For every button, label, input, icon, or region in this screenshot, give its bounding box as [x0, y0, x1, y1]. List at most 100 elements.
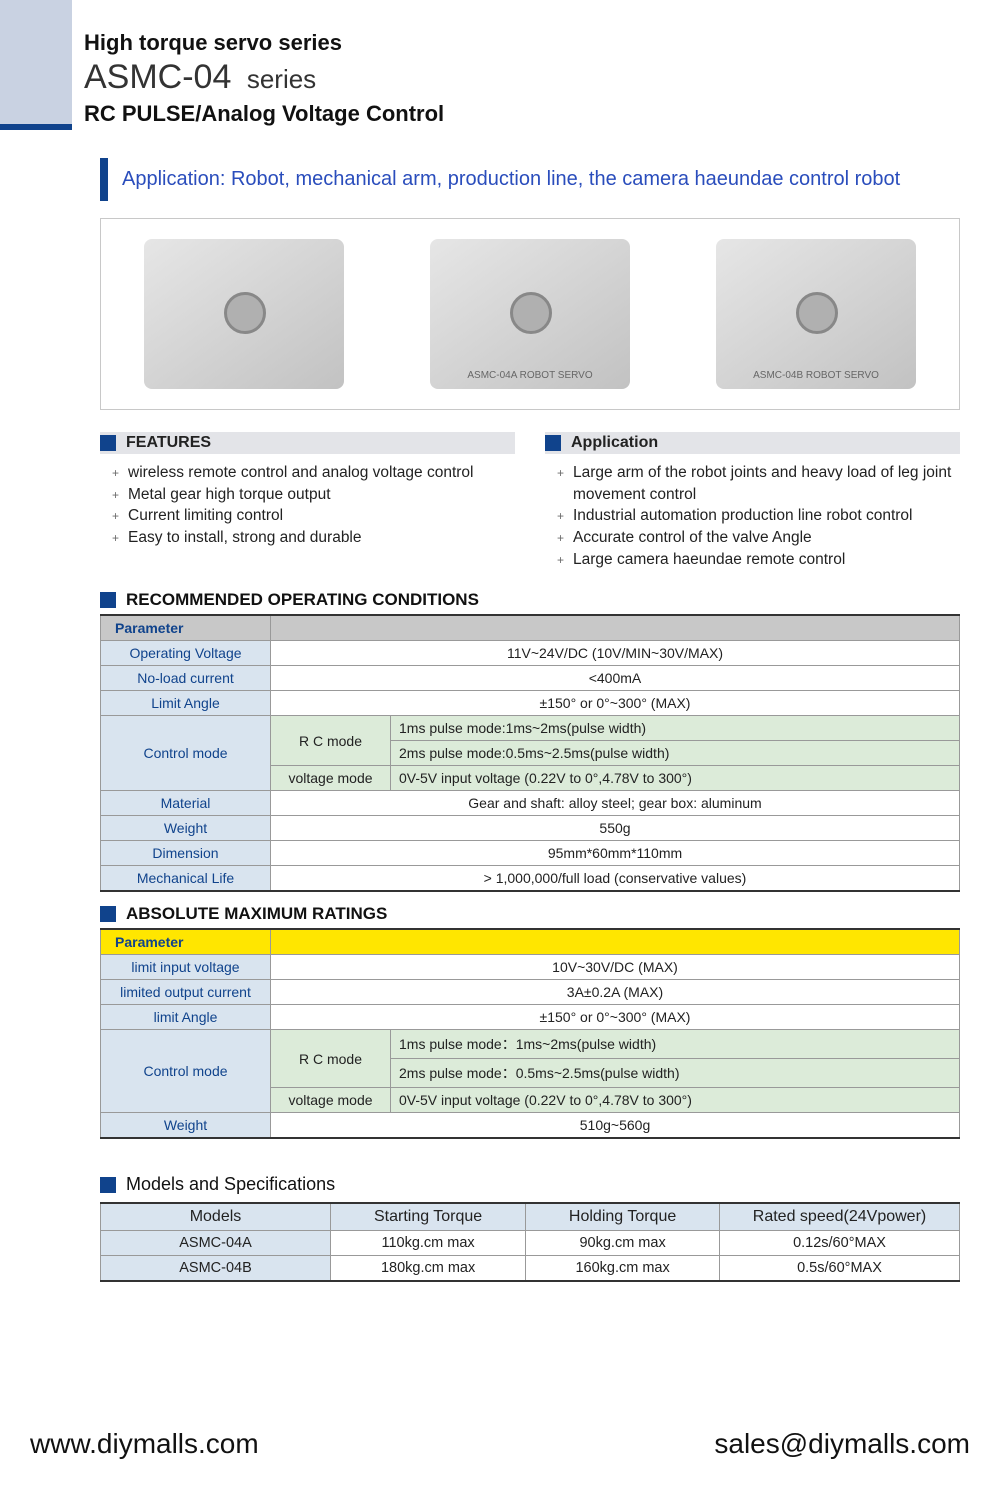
param-label: Operating Voltage — [101, 641, 271, 666]
param-value: ±150° or 0°~300° (MAX) — [271, 691, 960, 716]
roc-title: RECOMMENDED OPERATING CONDITIONS — [126, 590, 479, 610]
applications-column: Application Large arm of the robot joint… — [545, 432, 960, 570]
table-row: limit Angle ±150° or 0°~300° (MAX) — [101, 1005, 960, 1030]
param-value: 10V~30V/DC (MAX) — [271, 955, 960, 980]
table-row: Limit Angle ±150° or 0°~300° (MAX) — [101, 691, 960, 716]
square-bullet-icon — [100, 906, 116, 922]
models-table: Models Starting Torque Holding Torque Ra… — [100, 1202, 960, 1282]
voltage-mode-label: voltage mode — [271, 766, 391, 791]
param-value: 95mm*60mm*110mm — [271, 841, 960, 866]
param-value: 3A±0.2A (MAX) — [271, 980, 960, 1005]
application-item: Industrial automation production line ro… — [561, 505, 960, 527]
param-value: 11V~24V/DC (10V/MIN~30V/MAX) — [271, 641, 960, 666]
col-header: Rated speed(24Vpower) — [720, 1203, 960, 1231]
header-left-accent — [0, 0, 72, 130]
product-code: ASMC-04 — [84, 58, 231, 96]
models-title: Models and Specifications — [126, 1174, 335, 1195]
holding-torque: 160kg.cm max — [526, 1256, 720, 1282]
product-image-3: ASMC-04B ROBOT SERVO — [716, 239, 916, 389]
param-label: Weight — [101, 1113, 271, 1139]
starting-torque: 110kg.cm max — [331, 1231, 526, 1256]
value-header — [271, 615, 960, 641]
model-name: ASMC-04A — [101, 1231, 331, 1256]
voltage-mode-label: voltage mode — [271, 1088, 391, 1113]
product-gallery: ASMC-04A ROBOT SERVO ASMC-04B ROBOT SERV… — [100, 218, 960, 410]
voltage-mode-value: 0V-5V input voltage (0.22V to 0°,4.78V t… — [391, 766, 960, 791]
param-value: Gear and shaft: alloy steel; gear box: a… — [271, 791, 960, 816]
feature-application-columns: FEATURES wireless remote control and ana… — [100, 432, 960, 570]
table-row: ASMC-04A 110kg.cm max 90kg.cm max 0.12s/… — [101, 1231, 960, 1256]
page-footer: www.diymalls.com sales@diymalls.com — [30, 1428, 970, 1460]
feature-item: Current limiting control — [116, 505, 515, 527]
table-row: limited output current 3A±0.2A (MAX) — [101, 980, 960, 1005]
param-value: ±150° or 0°~300° (MAX) — [271, 1005, 960, 1030]
features-column: FEATURES wireless remote control and ana… — [100, 432, 515, 570]
param-value: 550g — [271, 816, 960, 841]
header-line1: High torque servo series — [84, 30, 964, 56]
amr-section-header: ABSOLUTE MAXIMUM RATINGS — [100, 904, 960, 924]
param-value: 510g~560g — [271, 1113, 960, 1139]
footer-email: sales@diymalls.com — [714, 1428, 970, 1460]
header-line3: RC PULSE/Analog Voltage Control — [84, 101, 964, 127]
rc-mode-1: 1ms pulse mode：1ms~2ms(pulse width) — [391, 1030, 960, 1059]
rated-speed: 0.12s/60°MAX — [720, 1231, 960, 1256]
table-row: limit input voltage 10V~30V/DC (MAX) — [101, 955, 960, 980]
img-label-3: ASMC-04B ROBOT SERVO — [716, 370, 916, 381]
table-row: Control mode R C mode 1ms pulse mode：1ms… — [101, 1030, 960, 1059]
table-header-row: Parameter — [101, 615, 960, 641]
footer-url: www.diymalls.com — [30, 1428, 259, 1460]
rc-mode-2: 2ms pulse mode:0.5ms~2.5ms(pulse width) — [391, 741, 960, 766]
param-label: limit input voltage — [101, 955, 271, 980]
product-image-1 — [144, 239, 344, 389]
table-row: Control mode R C mode 1ms pulse mode:1ms… — [101, 716, 960, 741]
param-label: Mechanical Life — [101, 866, 271, 892]
header-block: High torque servo series ASMC-04 series … — [84, 30, 964, 127]
feature-item: Metal gear high torque output — [116, 484, 515, 506]
application-banner: Application: Robot, mechanical arm, prod… — [100, 158, 960, 201]
applications-title: Application — [571, 434, 658, 452]
param-label: limit Angle — [101, 1005, 271, 1030]
param-label: Dimension — [101, 841, 271, 866]
features-header: FEATURES — [100, 432, 515, 454]
application-item: Accurate control of the valve Angle — [561, 527, 960, 549]
header-product: ASMC-04 series — [84, 58, 964, 97]
param-value: > 1,000,000/full load (conservative valu… — [271, 866, 960, 892]
model-name: ASMC-04B — [101, 1256, 331, 1282]
features-title: FEATURES — [126, 434, 211, 452]
models-section-header: Models and Specifications — [100, 1174, 960, 1195]
table-row: Dimension 95mm*60mm*110mm — [101, 841, 960, 866]
series-suffix: series — [247, 64, 316, 94]
table-row: Weight 510g~560g — [101, 1113, 960, 1139]
col-header: Holding Torque — [526, 1203, 720, 1231]
table-row: Weight 550g — [101, 816, 960, 841]
square-bullet-icon — [100, 435, 116, 451]
param-label: Control mode — [101, 716, 271, 791]
amr-title: ABSOLUTE MAXIMUM RATINGS — [126, 904, 387, 924]
table-row: ASMC-04B 180kg.cm max 160kg.cm max 0.5s/… — [101, 1256, 960, 1282]
col-header: Starting Torque — [331, 1203, 526, 1231]
roc-section-header: RECOMMENDED OPERATING CONDITIONS — [100, 590, 960, 610]
rated-speed: 0.5s/60°MAX — [720, 1256, 960, 1282]
application-item: Large camera haeundae remote control — [561, 549, 960, 571]
param-label: Control mode — [101, 1030, 271, 1113]
param-label: No-load current — [101, 666, 271, 691]
features-list: wireless remote control and analog volta… — [100, 462, 515, 549]
table-row: Operating Voltage 11V~24V/DC (10V/MIN~30… — [101, 641, 960, 666]
rc-mode-label: R C mode — [271, 1030, 391, 1088]
param-header: Parameter — [101, 929, 271, 955]
rc-mode-2: 2ms pulse mode：0.5ms~2.5ms(pulse width) — [391, 1059, 960, 1088]
holding-torque: 90kg.cm max — [526, 1231, 720, 1256]
param-label: Weight — [101, 816, 271, 841]
param-header: Parameter — [101, 615, 271, 641]
applications-list: Large arm of the robot joints and heavy … — [545, 462, 960, 570]
table-header-row: Models Starting Torque Holding Torque Ra… — [101, 1203, 960, 1231]
starting-torque: 180kg.cm max — [331, 1256, 526, 1282]
application-item: Large arm of the robot joints and heavy … — [561, 462, 960, 505]
table-row: No-load current <400mA — [101, 666, 960, 691]
rc-mode-label: R C mode — [271, 716, 391, 766]
product-image-2: ASMC-04A ROBOT SERVO — [430, 239, 630, 389]
square-bullet-icon — [100, 592, 116, 608]
square-bullet-icon — [100, 1177, 116, 1193]
param-value: <400mA — [271, 666, 960, 691]
table-row: Material Gear and shaft: alloy steel; ge… — [101, 791, 960, 816]
